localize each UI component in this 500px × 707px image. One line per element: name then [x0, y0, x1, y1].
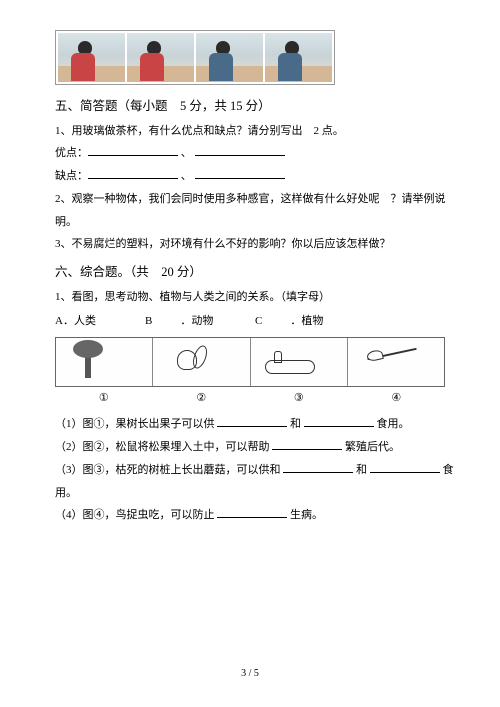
num-4: ④	[348, 389, 446, 409]
section-6-title: 六、综合题。（共 20 分）	[55, 261, 445, 284]
blank-cons-2	[195, 167, 285, 179]
q6-sub1: （1）图①，果树长出果子可以供 和 食用。	[55, 415, 445, 435]
pros-label: 优点：	[55, 147, 88, 159]
q6-sub3-cont: 用。	[55, 484, 445, 504]
q6-sub4-b: 生病。	[290, 509, 323, 521]
photo-4	[265, 33, 332, 82]
q5-2-text-b: 明。	[55, 213, 445, 233]
illus-1-tree	[56, 338, 153, 386]
opt-a-text: ．人类	[63, 312, 96, 332]
q6-sub3-c: 食	[443, 464, 454, 476]
num-2: ②	[153, 389, 251, 409]
opt-b-label: B	[145, 312, 152, 332]
blank	[272, 438, 342, 450]
illus-numbers: ① ② ③ ④	[55, 389, 445, 409]
cons-label: 缺点：	[55, 170, 88, 182]
blank	[217, 506, 287, 518]
q5-1-pros-line: 优点： 、	[55, 144, 445, 164]
illus-4-bird	[348, 338, 444, 386]
blank-pros-1	[88, 144, 178, 156]
q6-sub1-a: （1）图①，果树长出果子可以供	[55, 418, 215, 430]
opt-c-text: ．植物	[290, 312, 323, 332]
q5-2-text-a: 2、观察一种物体，我们会同时使用多种感官，这样做有什么好处呢 ？请举例说	[55, 190, 445, 210]
q6-sub3-a: （3）图③，枯死的树桩上长出蘑菇，可以供和	[55, 464, 281, 476]
q6-sub2-b: 繁殖后代。	[345, 441, 400, 453]
photo-2	[127, 33, 194, 82]
blank-cons-1	[88, 167, 178, 179]
q6-1-text: 1、看图，思考动物、植物与人类之间的关系。（填字母）	[55, 288, 445, 308]
section-5-title: 五、简答题（每小题 5 分，共 15 分）	[55, 95, 445, 118]
q6-sub1-b: 和	[290, 418, 301, 430]
q6-sub3-b: 和	[356, 464, 367, 476]
illus-2-squirrel	[153, 338, 250, 386]
q5-1-text: 1、用玻璃做茶杯，有什么优点和缺点？请分别写出 2 点。	[55, 122, 445, 142]
blank	[370, 461, 440, 473]
q5-3-text: 3、不易腐烂的塑料，对环境有什么不好的影响？你以后应该怎样做？	[55, 235, 445, 255]
q6-sub2-a: （2）图②，松鼠将松果埋入土中，可以帮助	[55, 441, 270, 453]
blank-pros-2	[195, 144, 285, 156]
children-photo-strip	[55, 30, 335, 85]
q5-1-cons-line: 缺点： 、	[55, 167, 445, 187]
blank	[283, 461, 353, 473]
blank	[217, 415, 287, 427]
q6-sub3: （3）图③，枯死的树桩上长出蘑菇，可以供和 和 食	[55, 461, 445, 481]
q6-sub1-c: 食用。	[377, 418, 410, 430]
page-number: 3 / 5	[0, 665, 500, 683]
q6-sub4-a: （4）图④，鸟捉虫吃，可以防止	[55, 509, 215, 521]
photo-1	[58, 33, 125, 82]
blank	[304, 415, 374, 427]
q6-sub2: （2）图②，松鼠将松果埋入土中，可以帮助 繁殖后代。	[55, 438, 445, 458]
num-3: ③	[250, 389, 348, 409]
photo-3	[196, 33, 263, 82]
illustration-box	[55, 337, 445, 387]
opt-c-label: C	[255, 312, 262, 332]
sep: 、	[181, 147, 192, 159]
num-1: ①	[55, 389, 153, 409]
opt-a-label: A	[55, 312, 63, 332]
option-row: A ．人类 B ．动物 C ．植物	[55, 312, 445, 332]
illus-3-mushroom-log	[251, 338, 348, 386]
q6-sub4: （4）图④，鸟捉虫吃，可以防止 生病。	[55, 506, 445, 526]
opt-b-text: ．动物	[180, 312, 213, 332]
sep: 、	[181, 170, 192, 182]
